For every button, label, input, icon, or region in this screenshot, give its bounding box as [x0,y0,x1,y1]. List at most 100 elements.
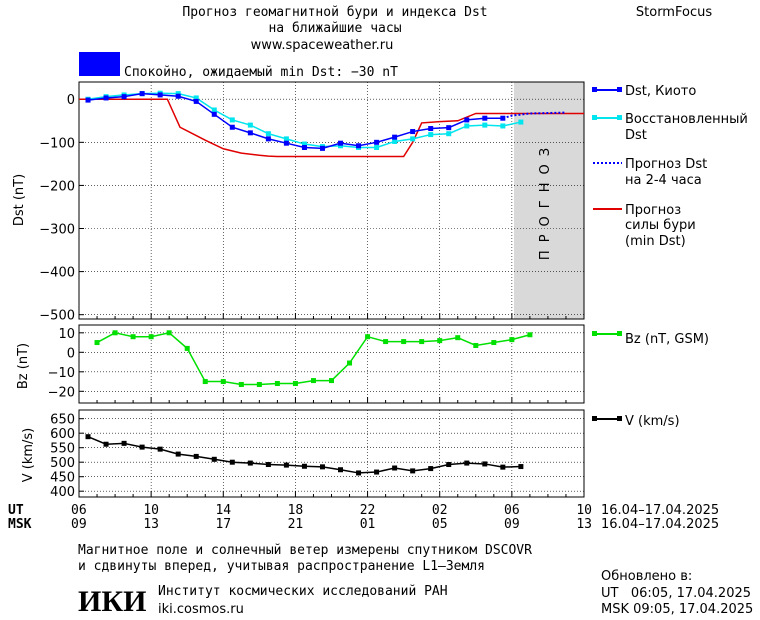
v-line-point [428,466,434,472]
dst-kyoto-line-point [265,136,271,142]
y-tick-label: −300 [39,223,75,238]
v-line-point [356,470,362,476]
reconstructed-dst-line-point [175,91,181,97]
storm-forecast-line [79,98,584,158]
dst-kyoto-line-point [482,115,488,121]
reconstructed-dst-line-point [428,132,434,138]
iki-logo: ИКИ [78,585,146,618]
legend-bz-marker [617,331,622,336]
legend-forecast-label-1: Прогноз Dst [625,157,707,172]
site-url: www.spaceweather.ru [251,38,394,53]
ut-tick-label: 10 [576,503,592,518]
dst-kyoto-line-point [301,144,307,150]
bz-line-point [310,378,316,384]
legend-forecast-label-2: на 2-4 часа [625,173,702,188]
ut-date-range: 16.04–17.04.2025 [601,503,719,518]
ut-tick-label: 02 [432,503,448,518]
dst-kyoto-line-point [157,92,163,98]
series-layer [79,90,584,476]
v-line-point [265,462,271,468]
bz-line-point [292,381,298,386]
dst-kyoto-line-point [464,117,470,123]
y-tick-label: 400 [50,485,75,500]
y-tick-label: −20 [48,385,75,400]
bz-line-point [437,338,443,344]
v-line-point [85,434,91,440]
dst-kyoto-line-point [392,134,398,140]
v-line-point [301,463,307,469]
reconstructed-dst-line-point [338,143,344,149]
legend-storm-label-3: (min Dst) [625,234,686,249]
v-line-point [446,462,452,468]
dst-kyoto-line-point [211,111,217,117]
ut-tick-label: 10 [143,503,159,518]
v-line-point [482,461,488,467]
y-tick-label: −500 [39,309,75,324]
bz-line-point [130,334,136,340]
msk-tick-label: 01 [360,517,376,532]
v-line-point [374,469,380,475]
bz-line-point [419,339,425,345]
v-line-point [229,459,235,465]
msk-tick-label: 13 [576,517,592,532]
reconstructed-dst-line-point [229,117,235,123]
bz-line-point [184,345,190,351]
v-line-point [139,444,145,450]
bz-line-point [329,378,334,384]
footer-note-line2: и сдвинуты вперед, учитывая распростране… [78,559,485,574]
v-axis-label: V (km/s) [21,428,36,483]
updated-label: Обновлено в: [601,569,692,584]
institute-url[interactable]: iki.cosmos.ru [158,602,244,617]
ut-tick-label: 06 [504,503,520,518]
reconstructed-dst-line-point [247,122,253,128]
reconstructed-dst-line-point [392,138,398,144]
bz-panel-frame [78,324,585,404]
forecast-band [514,82,584,319]
dst-axis-label: Dst (nT) [12,174,27,226]
forecast-band-label: ПРОГНОЗ [538,140,553,260]
ut-tick-label: 22 [360,503,376,518]
brand-name: StormFocus [636,5,712,20]
updated-msk: MSK 09:05, 17.04.2025 [601,602,753,617]
chart-title-line1: Прогноз геомагнитной бури и индекса Dst [182,5,487,20]
chart-title-line2: на ближайшие часы [268,21,401,36]
updated-ut: UT 06:05, 17.04.2025 [601,586,751,601]
reconstructed-dst-line-point [301,141,307,147]
y-tick-label: 500 [50,456,75,471]
dst-kyoto-line-point [338,140,344,146]
y-tick-label: 550 [50,442,75,457]
reconstructed-dst-line-point [464,123,470,129]
legend-v-label: V (km/s) [625,414,680,429]
gridlines [79,82,584,497]
bz-line-point [455,335,461,341]
ut-tick-label: 06 [71,503,87,518]
ut-tick-label: 14 [215,503,231,518]
status-text: Спокойно, ожидаемый min Dst: −30 nT [124,65,398,80]
dst-kyoto-line-point [446,125,452,131]
msk-date-range: 16.04–17.04.2025 [601,517,719,532]
reconstructed-dst-line-point [374,144,380,150]
legend-reconstructed-label-1: Восстановленный [625,112,748,127]
ut-axis-label: UT [8,503,24,518]
y-tick-label: −400 [39,266,75,281]
reconstructed-dst-line-point [500,123,506,129]
bz-line-point [347,360,353,366]
v-line-point [121,440,127,446]
bz-line-point [94,340,100,346]
legend-v-marker [617,416,622,421]
dst-kyoto-line-point [356,143,362,149]
legend-storm-label-1: Прогноз [625,203,681,218]
dst-kyoto-line-point [374,139,380,145]
msk-axis-label: MSK [8,517,32,532]
reconstructed-dst-line-point [482,122,488,128]
legend-reconstructed-marker [617,115,622,120]
legend-dst-marker [592,87,597,92]
bz-line-point [365,334,371,340]
bz-line-point [274,381,280,386]
reconstructed-dst-line-point [265,131,271,137]
dst-kyoto-line-point [175,93,181,99]
legend-v-marker [592,416,597,421]
reconstructed-dst-line-point [211,107,217,113]
legend-reconstructed-label-2: Dst [625,128,647,143]
